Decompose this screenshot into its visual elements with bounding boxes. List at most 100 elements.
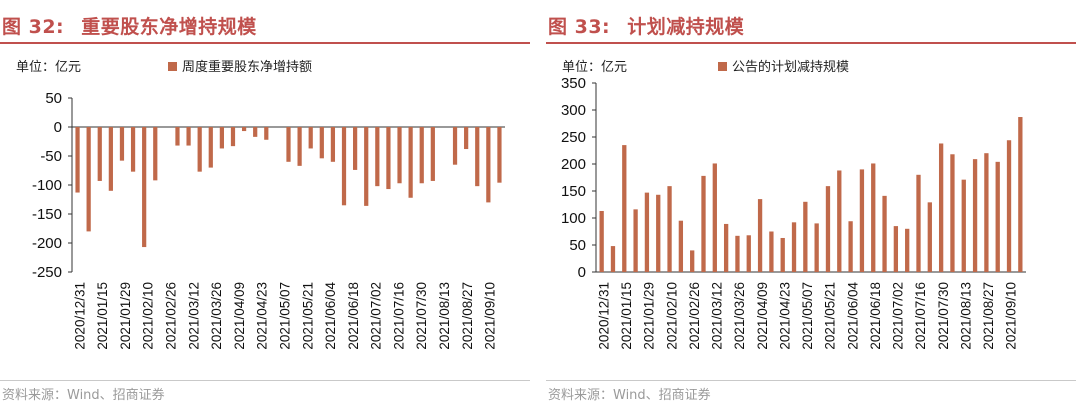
- bar: [814, 223, 819, 272]
- bar: [905, 228, 910, 272]
- y-tick-label: 350: [561, 75, 586, 92]
- bar: [452, 127, 458, 165]
- bar: [791, 222, 797, 272]
- bar: [757, 199, 763, 272]
- x-tick-label: 2020/12/31: [72, 282, 87, 350]
- bar: [264, 127, 269, 140]
- x-tick-label: 2021/04/09: [232, 282, 247, 350]
- bar: [464, 127, 469, 150]
- bar: [297, 127, 302, 166]
- bar: [86, 127, 91, 232]
- y-tick-label: 50: [45, 90, 62, 107]
- bar: [330, 127, 336, 162]
- x-tick-label: 2020/12/31: [596, 282, 611, 350]
- bar: [430, 127, 435, 181]
- bar: [622, 145, 627, 272]
- chart-title-text: 计划减持规模: [627, 16, 745, 38]
- legend-label: 周度重要股东净增持额: [182, 60, 313, 75]
- bar: [386, 127, 391, 190]
- y-tick-label: -200: [32, 235, 62, 252]
- bar: [972, 159, 978, 272]
- figure-label: 图 33:: [548, 16, 611, 38]
- x-tick-label: 2021/08/27: [981, 282, 996, 350]
- x-tick-label: 2021/06/18: [868, 282, 883, 350]
- bar: [723, 223, 729, 272]
- bar: [230, 127, 236, 147]
- bar: [253, 127, 258, 137]
- bar: [375, 127, 380, 187]
- x-tick-label: 2021/03/26: [209, 282, 224, 350]
- bar: [950, 154, 955, 272]
- x-tick-label: 2021/09/10: [483, 282, 498, 350]
- bar: [735, 235, 740, 272]
- bar: [712, 163, 717, 272]
- bar: [208, 127, 213, 168]
- bar: [364, 127, 369, 206]
- bar: [746, 235, 751, 272]
- chart-title: 图 32: 重要股东净增持规模: [2, 12, 257, 39]
- x-tick-label: 2021/04/23: [255, 282, 270, 350]
- bar: [341, 127, 347, 206]
- bar: [780, 237, 785, 272]
- x-tick-label: 2021/01/15: [619, 282, 634, 350]
- x-tick-label: 2021/05/07: [800, 282, 815, 350]
- y-tick-label: 200: [561, 156, 586, 173]
- bar: [882, 195, 887, 272]
- bar: [644, 192, 650, 272]
- bar: [1018, 117, 1023, 273]
- bottom-rule: [0, 380, 530, 381]
- legend-swatch: [718, 62, 727, 71]
- x-tick-label: 2021/02/26: [164, 282, 179, 350]
- x-tick-label: 2021/04/23: [777, 282, 792, 350]
- y-tick-label: 250: [561, 129, 586, 146]
- bar: [153, 127, 158, 181]
- y-tick-label: -150: [32, 206, 62, 223]
- x-tick-label: 2021/02/26: [687, 282, 702, 350]
- bar: [656, 194, 661, 272]
- bar: [175, 127, 180, 146]
- x-tick-label: 2021/08/13: [958, 282, 973, 350]
- figure-label: 图 32:: [2, 16, 65, 38]
- bar: [130, 127, 136, 172]
- bar: [319, 127, 324, 159]
- bar: [690, 250, 695, 272]
- x-tick-label: 2021/08/27: [460, 282, 475, 350]
- legend: 周度重要股东净增持额: [168, 56, 312, 75]
- bar: [848, 221, 853, 272]
- title-rule: [0, 42, 530, 44]
- bar: [859, 169, 865, 272]
- source-note: 资料来源：Wind、招商证券: [548, 388, 711, 403]
- bar: [475, 127, 480, 187]
- bottom-rule: [546, 380, 1076, 381]
- chart-title-text: 重要股东净增持规模: [81, 16, 257, 38]
- bar: [825, 186, 831, 272]
- x-tick-label: 2021/02/10: [664, 282, 679, 350]
- x-tick-label: 2021/02/10: [141, 282, 156, 350]
- bar: [837, 170, 842, 272]
- bar: [219, 127, 224, 149]
- x-tick-label: 2021/03/12: [186, 282, 201, 350]
- x-tick-label: 2021/07/16: [913, 282, 928, 350]
- legend-swatch: [168, 62, 177, 71]
- bar: [497, 127, 502, 183]
- bar: [186, 127, 191, 146]
- bar: [893, 226, 899, 272]
- y-tick-label: 0: [578, 264, 586, 281]
- x-tick-label: 2021/07/02: [891, 282, 906, 350]
- x-tick-label: 2021/07/30: [936, 282, 951, 350]
- x-tick-label: 2021/07/02: [369, 282, 384, 350]
- unit-label: 单位：亿元: [16, 60, 82, 75]
- chart-panel-planned-reduction: 图 33: 计划减持规模 单位：亿元 公告的计划减持规模 350 300 250 20…: [546, 0, 1078, 407]
- x-tick-label: 2021/07/30: [414, 282, 429, 350]
- x-tick-label: 2021/05/21: [823, 282, 838, 350]
- bar: [308, 127, 313, 149]
- bar: [633, 209, 638, 272]
- bar: [927, 202, 932, 272]
- bar-chart-net-increase: 50 0 -50 -100 -150 -200 -250 2020/12/31 2021/01/…: [32, 90, 505, 350]
- legend-label: 公告的计划减持规模: [732, 60, 850, 75]
- bar: [610, 246, 616, 272]
- bar: [984, 153, 989, 272]
- bar: [995, 161, 1000, 272]
- bar: [871, 163, 876, 272]
- x-tick-label: 2021/06/18: [346, 282, 361, 350]
